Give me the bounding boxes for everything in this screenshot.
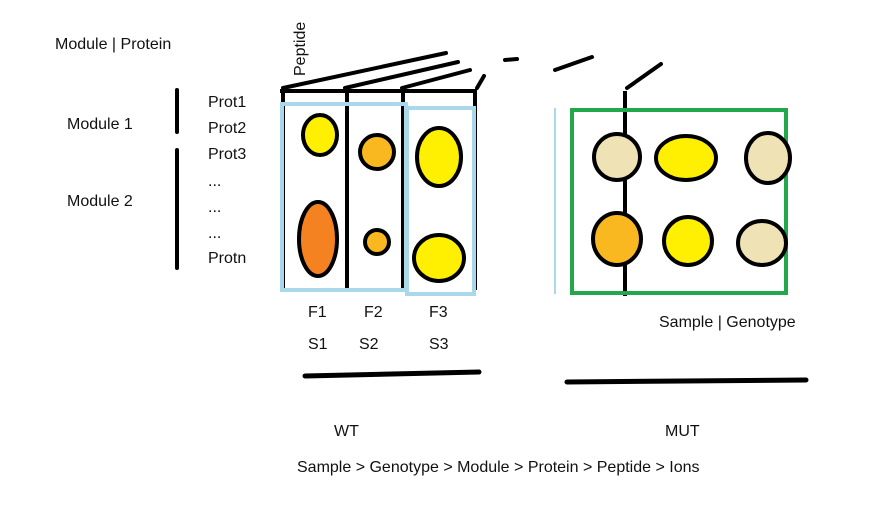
protein-label: ... — [208, 225, 221, 242]
protein-label: Prot1 — [208, 94, 246, 111]
protein-label: Protn — [208, 250, 246, 267]
dot-mut-upper-1 — [592, 132, 642, 182]
dot-mut-upper-3 — [744, 131, 792, 185]
wt-highlight-box-s3 — [405, 106, 476, 296]
dot-f2-upper — [358, 133, 396, 171]
dot-mut-lower-3 — [736, 219, 788, 267]
dot-mut-upper-2 — [654, 134, 718, 182]
mut-dots — [591, 131, 792, 267]
hierarchy-caption: Sample > Genotype > Module > Protein > P… — [297, 459, 699, 476]
dot-f1-upper — [301, 113, 339, 157]
dot-mut-lower-2 — [662, 215, 714, 267]
protein-label: Prot3 — [208, 146, 246, 163]
wt-dots — [297, 113, 466, 283]
dot-f3-lower — [412, 233, 466, 283]
protein-label: Prot2 — [208, 120, 246, 137]
wt-underline — [302, 369, 482, 379]
mut-highlight-box — [570, 108, 788, 295]
module-1-label: Module 1 — [67, 116, 133, 133]
mut-underline — [564, 377, 809, 385]
sample-label: S1 — [308, 336, 328, 353]
protein-label: ... — [208, 199, 221, 216]
fraction-label: F2 — [364, 304, 383, 321]
protein-label: ... — [208, 173, 221, 190]
dot-f3-upper — [415, 126, 463, 188]
wt-highlight-box-s1-s2 — [280, 102, 408, 292]
peptide-label: Peptide — [292, 22, 309, 76]
protein-list: Prot1 Prot2 Prot3 ... ... ... Protn — [208, 94, 246, 267]
module-protein-label: Module | Protein — [55, 36, 171, 53]
dot-f2-lower — [363, 228, 391, 256]
dot-mut-lower-1 — [591, 211, 643, 267]
wt-label: WT — [334, 423, 359, 440]
module-2-label: Module 2 — [67, 193, 133, 210]
fraction-label: F3 — [429, 304, 448, 321]
sample-label: S2 — [359, 336, 379, 353]
dot-f1-lower — [297, 200, 339, 278]
perspective-lines — [281, 51, 663, 90]
mut-label: MUT — [665, 423, 700, 440]
sample-genotype-label: Sample | Genotype — [659, 314, 796, 331]
sample-label: S3 — [429, 336, 449, 353]
fraction-label: F1 — [308, 304, 327, 321]
